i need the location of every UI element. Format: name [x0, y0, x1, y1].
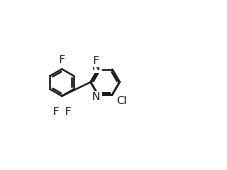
Text: F: F [53, 107, 59, 117]
Text: N: N [92, 62, 100, 72]
Text: N: N [92, 92, 100, 102]
Text: F: F [64, 107, 71, 117]
Text: F: F [92, 56, 99, 66]
Text: Cl: Cl [116, 96, 126, 106]
Text: F: F [58, 55, 65, 65]
